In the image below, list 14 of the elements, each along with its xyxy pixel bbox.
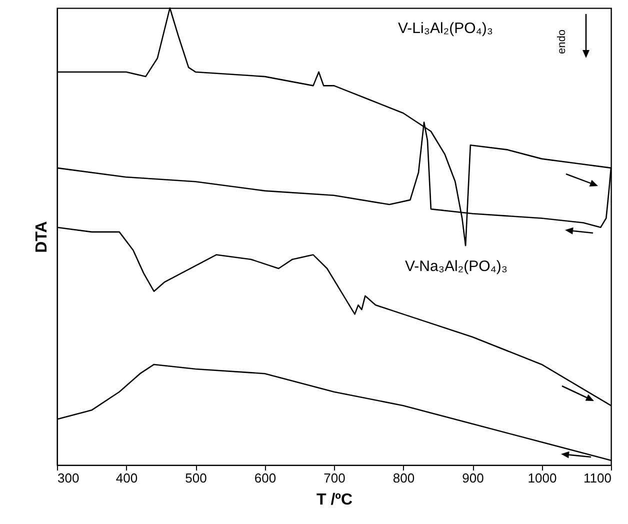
x-tick-label: 800 [392, 470, 415, 486]
x-axis-title: T /ºC [316, 492, 353, 508]
annotation: endo [556, 30, 568, 54]
x-tick-label: 1000 [528, 470, 557, 486]
x-tick-label: 900 [462, 470, 484, 486]
x-tick-label: 700 [324, 470, 346, 486]
x-tick-label: 600 [254, 470, 276, 486]
x-tick-label: 500 [185, 470, 207, 486]
x-tick-label: 1100 [584, 470, 612, 486]
y-axis-title: DTA [34, 220, 50, 253]
annotation: V-Li₃Al₂(PO₄)₃ [398, 20, 494, 37]
x-tick-label: 300 [58, 470, 80, 486]
x-tick-label: 400 [116, 470, 138, 486]
annotation: V-Na₃Al₂(PO₄)₃ [405, 258, 508, 275]
